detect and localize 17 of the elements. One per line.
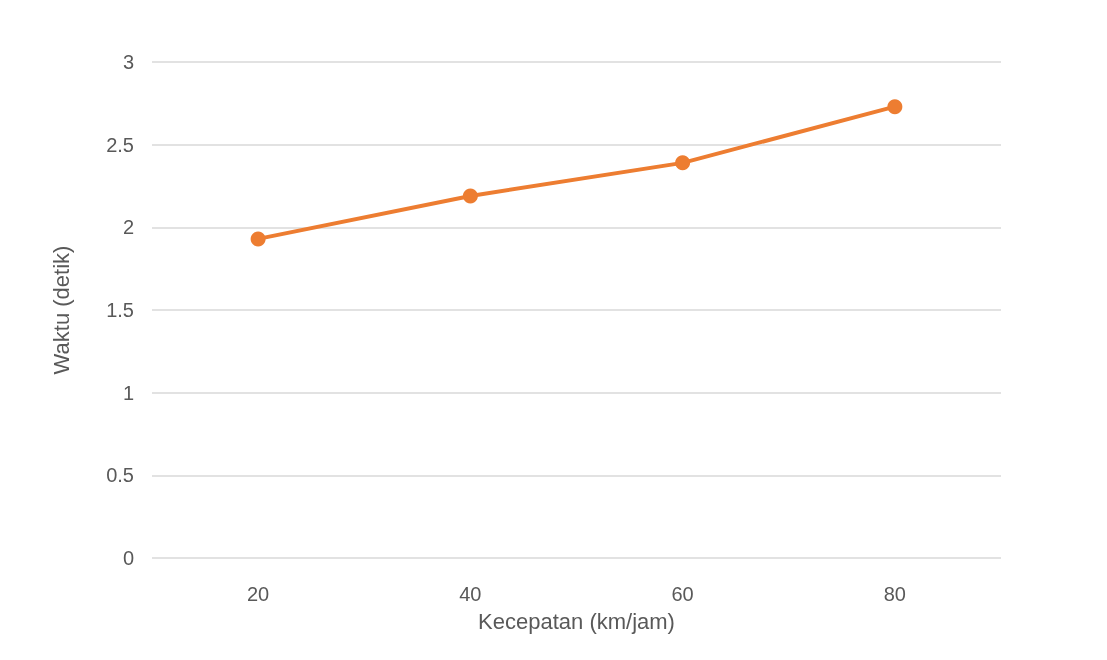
y-tick-label: 2.5 xyxy=(106,133,134,156)
x-axis-title: Kecepatan (km/jam) xyxy=(478,608,675,634)
x-tick-label: 40 xyxy=(459,583,482,605)
point xyxy=(250,231,266,247)
y-axis-title: Waktu (detik) xyxy=(48,245,74,375)
x-tick-label: 80 xyxy=(883,583,906,605)
y-tick-label: 1.5 xyxy=(106,299,134,321)
x-tick-label: 20 xyxy=(247,583,270,605)
y-tick-label: 0.5 xyxy=(106,464,134,487)
y-tick-label: 1 xyxy=(122,381,134,404)
x-tick-label: 60 xyxy=(671,583,694,605)
point xyxy=(462,188,478,204)
y-tick-label: 2 xyxy=(122,216,134,239)
point xyxy=(675,155,691,171)
y-tick-label: 3 xyxy=(122,51,134,73)
y-tick-label: 0 xyxy=(122,547,134,569)
point xyxy=(887,99,903,115)
